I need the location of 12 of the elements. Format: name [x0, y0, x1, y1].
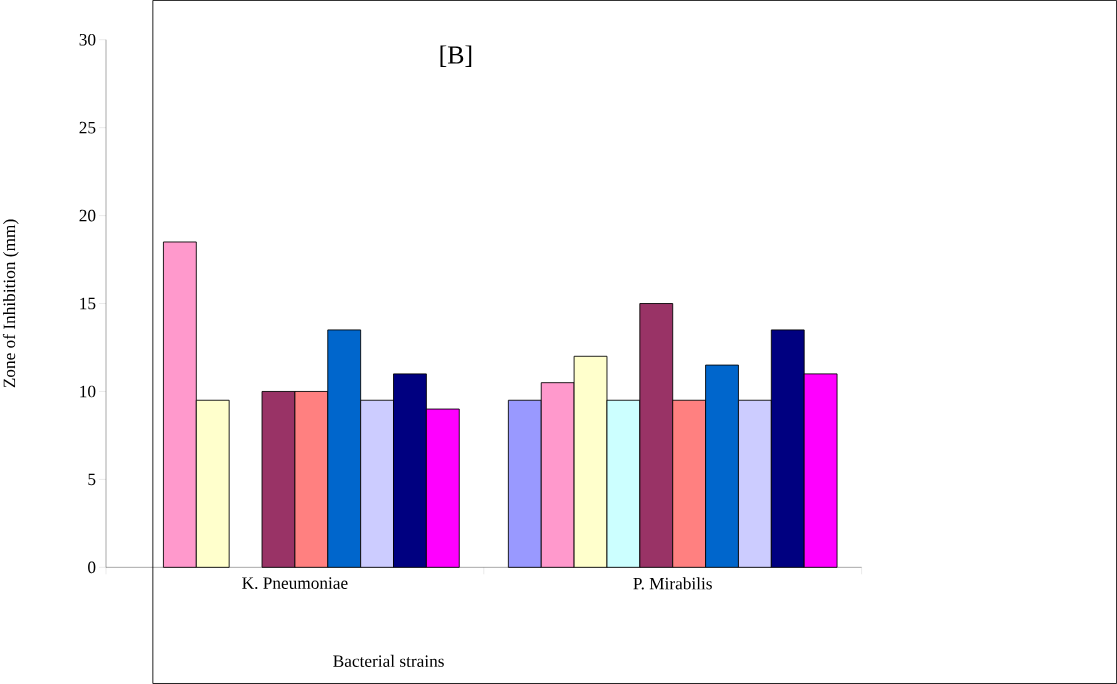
- y-tick-label: 20: [79, 209, 96, 222]
- y-tick-label: 30: [79, 33, 96, 46]
- chart-title: [B]: [440, 45, 472, 67]
- x-tick-label: K. Pneumoniae: [242, 577, 348, 590]
- y-tick-label: 5: [88, 473, 96, 486]
- x-tick-label: P. Mirabilis: [633, 577, 712, 590]
- x-axis-title: Bacterial strains: [333, 654, 444, 667]
- y-tick-label: 25: [79, 121, 96, 134]
- y-tick-label: 15: [80, 297, 96, 310]
- y-axis-title: Zone of Inhibition (mm): [2, 219, 19, 388]
- y-tick-label: 0: [88, 561, 96, 574]
- y-tick-label: 10: [80, 385, 96, 398]
